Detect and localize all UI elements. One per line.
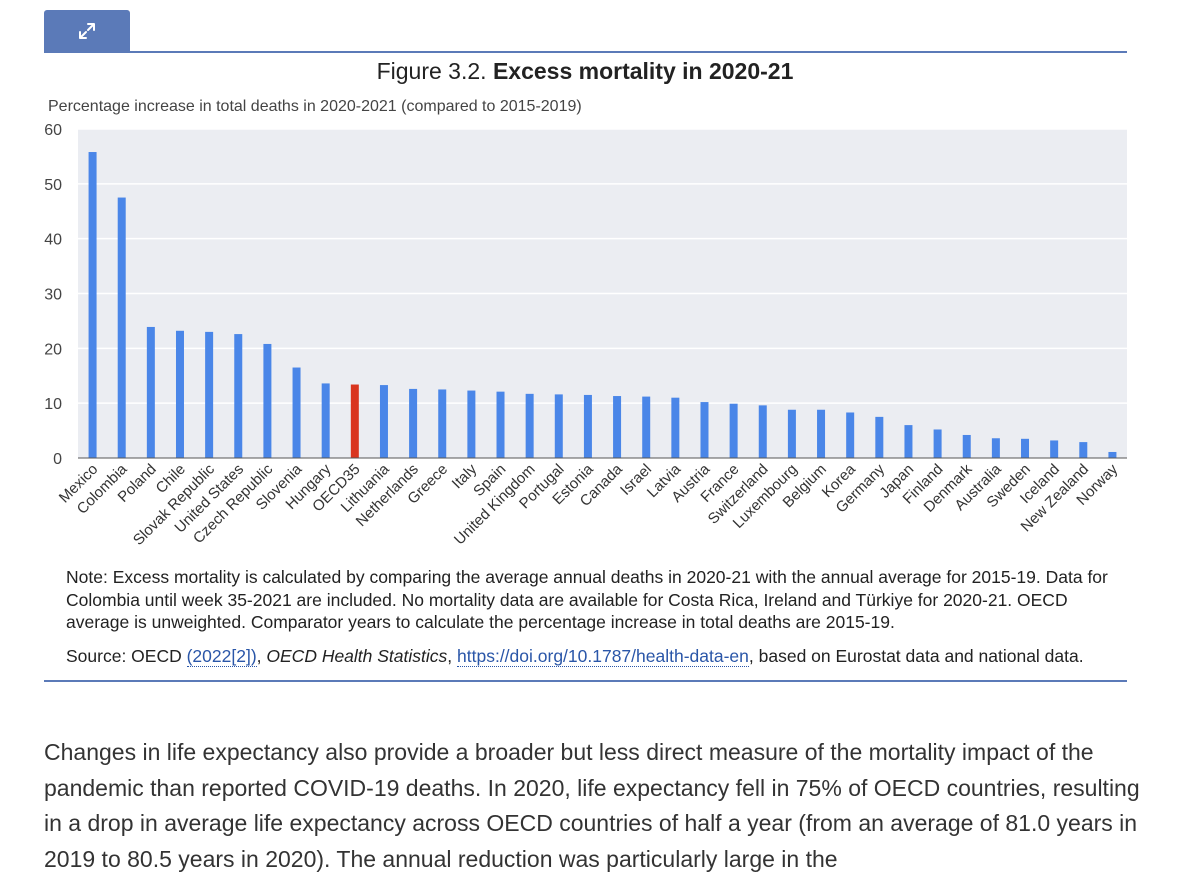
bar xyxy=(846,412,855,458)
bar xyxy=(991,438,1000,458)
bar xyxy=(350,384,359,458)
bar xyxy=(321,383,330,458)
figure-source: Source: OECD (2022[2]), OECD Health Stat… xyxy=(66,646,1146,667)
bar xyxy=(234,334,243,458)
bar xyxy=(205,331,214,458)
source-sep-2: , xyxy=(447,646,458,666)
source-ref-link[interactable]: (2022[2]) xyxy=(186,646,257,667)
y-tick-label: 50 xyxy=(44,177,62,194)
bar xyxy=(933,429,942,458)
bar xyxy=(758,405,767,458)
source-sep: , xyxy=(256,646,267,666)
bar xyxy=(904,425,913,458)
bar xyxy=(700,402,709,458)
source-prefix: Source: OECD xyxy=(66,646,187,666)
bar xyxy=(554,394,563,458)
bar xyxy=(671,397,680,458)
bar xyxy=(1079,442,1088,458)
bar xyxy=(613,396,622,458)
bar xyxy=(642,396,651,458)
bar xyxy=(496,391,505,458)
figure-note: Note: Excess mortality is calculated by … xyxy=(66,567,1108,632)
figure-top-rule xyxy=(44,51,1127,53)
source-suffix: , based on Eurostat data and national da… xyxy=(748,646,1084,666)
y-tick-label: 30 xyxy=(44,287,62,304)
bar xyxy=(88,152,97,458)
source-publication: OECD Health Statistics xyxy=(266,646,448,666)
bar xyxy=(438,389,447,458)
bar xyxy=(467,390,476,458)
bar xyxy=(1108,451,1117,458)
bar xyxy=(117,197,126,458)
bar xyxy=(525,393,534,458)
bar xyxy=(1021,438,1030,458)
bar xyxy=(146,326,155,458)
bar xyxy=(817,409,826,458)
bar xyxy=(379,385,388,458)
bar-chart: Percentage increase in total deaths in 2… xyxy=(44,98,1127,549)
y-tick-label: 20 xyxy=(44,341,62,358)
bar xyxy=(962,434,971,458)
figure-bottom-rule xyxy=(44,680,1127,682)
y-axis-label: Percentage increase in total deaths in 2… xyxy=(48,98,582,115)
expand-figure-button[interactable] xyxy=(44,10,130,51)
bar xyxy=(729,403,738,458)
bar xyxy=(1050,440,1059,458)
bar xyxy=(583,394,592,458)
bar xyxy=(292,367,301,458)
bar xyxy=(409,388,418,458)
figure-title: Figure 3.2. Excess mortality in 2020-21 xyxy=(0,58,1170,85)
figure-title-text: Excess mortality in 2020-21 xyxy=(492,58,794,84)
bar xyxy=(787,409,796,458)
bar xyxy=(263,343,272,458)
bar xyxy=(175,330,184,458)
expand-arrows-icon xyxy=(79,22,95,39)
source-url-link[interactable]: https://doi.org/10.1787/health-data-en xyxy=(457,646,749,667)
y-tick-label: 10 xyxy=(44,396,62,413)
y-tick-label: 60 xyxy=(44,122,62,139)
y-tick-label: 40 xyxy=(44,232,62,249)
bar xyxy=(875,416,884,458)
y-tick-label: 0 xyxy=(53,451,62,468)
body-paragraph: Changes in life expectancy also provide … xyxy=(44,739,1140,872)
figure-label: Figure 3.2. xyxy=(376,58,487,84)
